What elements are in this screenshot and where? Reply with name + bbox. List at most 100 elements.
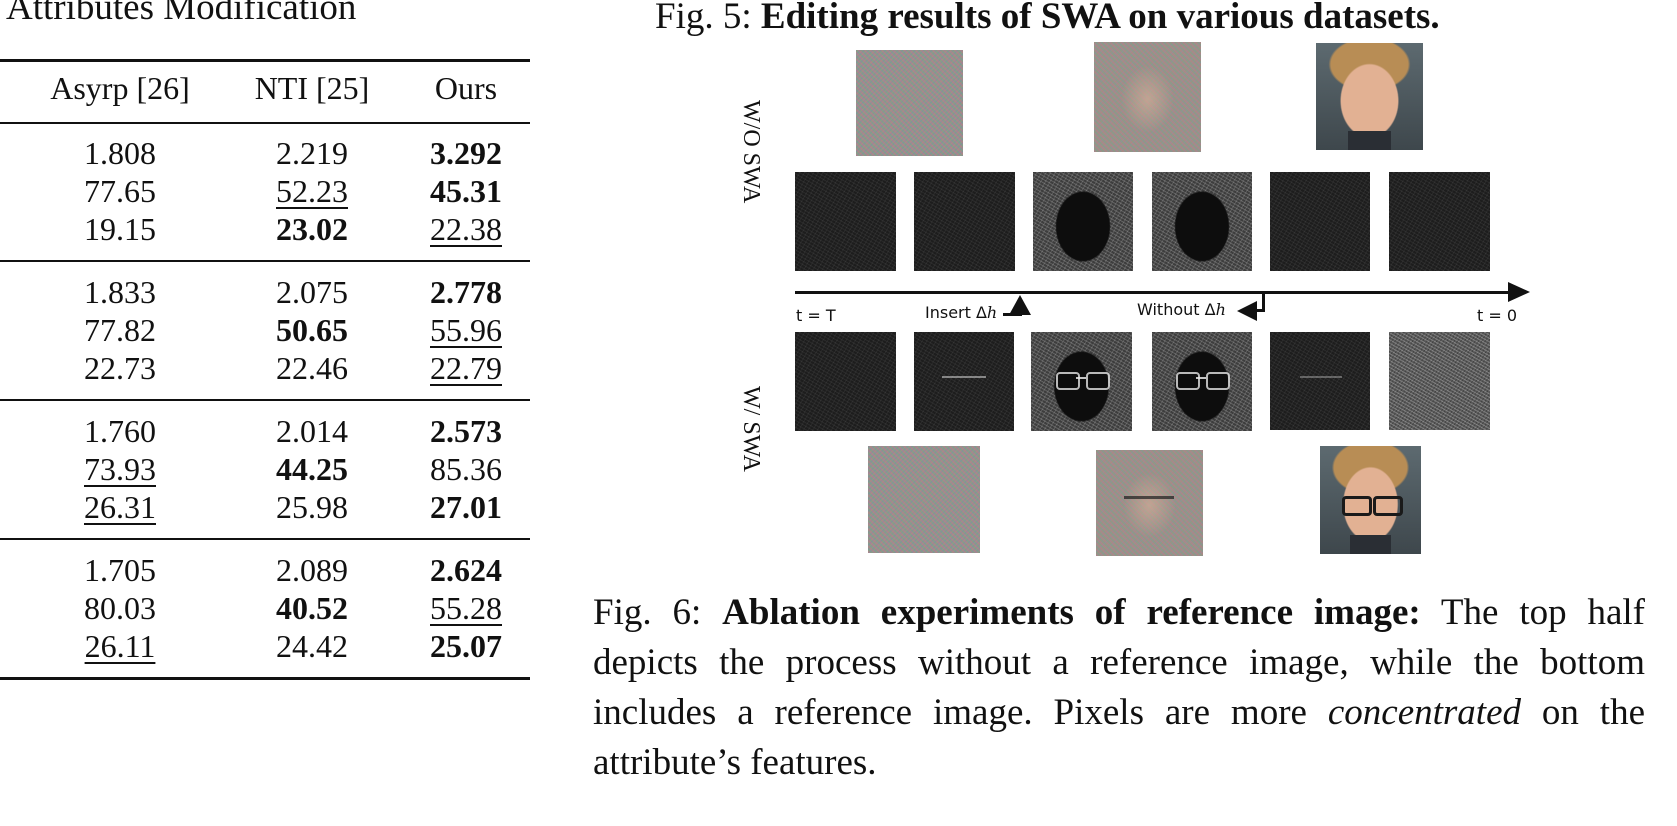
map-with-5: [1270, 332, 1370, 430]
timeline-without-symbol: h: [1215, 300, 1226, 319]
timeline-start-label: t = T: [796, 306, 836, 325]
figure-5-title: Editing results of SWA on various datase…: [760, 0, 1440, 37]
table-cell-value: 1.760: [84, 413, 156, 449]
map-with-3: [1031, 332, 1132, 431]
table-cell-value: 25.98: [276, 489, 348, 525]
table-cell-value: 2.075: [276, 274, 348, 310]
map-without-5: [1270, 172, 1370, 271]
table-top-rule: [0, 59, 530, 62]
table-cell-ours: 45.31: [386, 175, 546, 207]
table-cell-asyrp: 19.15: [40, 213, 200, 245]
table-cell-ours: 85.36: [386, 453, 546, 485]
table-cell-nti: 23.02: [232, 213, 392, 245]
label-with-swa: W/ SWA: [738, 386, 764, 472]
table-cell-asyrp: 26.11: [40, 630, 200, 662]
table-cell-value: 3.292: [430, 135, 502, 171]
table-cell-asyrp: 80.03: [40, 592, 200, 624]
without-arrow-stem: [1262, 293, 1265, 312]
table-cell-value: 22.46: [276, 350, 348, 386]
table-cell-ours: 22.79: [386, 352, 546, 384]
table-cell-nti: 50.65: [232, 314, 392, 346]
timeline-insert-text: Insert Δ: [925, 303, 987, 322]
table-cell-asyrp: 1.808: [40, 137, 200, 169]
label-without-swa: W/O SWA: [738, 100, 764, 204]
table-cell-ours: 3.292: [386, 137, 546, 169]
table-cell-value: 23.02: [276, 211, 348, 247]
face-photo-without: [1316, 43, 1423, 150]
table-cell-ours: 27.01: [386, 491, 546, 523]
table-cell-asyrp: 1.833: [40, 276, 200, 308]
without-arrow-icon: [1237, 301, 1257, 321]
table-cell-asyrp: 26.31: [40, 491, 200, 523]
noisy-face-with: [1096, 450, 1203, 556]
table-cell-asyrp: 1.705: [40, 554, 200, 586]
table-cell-ours: 2.573: [386, 415, 546, 447]
table-cell-nti: 2.075: [232, 276, 392, 308]
table-cell-value: 2.778: [430, 274, 502, 310]
table-cell-nti: 24.42: [232, 630, 392, 662]
table-cell-value: 2.219: [276, 135, 348, 171]
table-cell-value: 80.03: [84, 590, 156, 626]
map-with-4: [1152, 332, 1252, 431]
noise-image-without: [856, 50, 963, 156]
table-group-rule: [0, 538, 530, 540]
noisy-face-without: [1094, 42, 1201, 152]
table-cell-value: 73.93: [84, 451, 156, 487]
map-without-2: [914, 172, 1015, 271]
table-cell-value: 52.23: [276, 173, 348, 209]
table-cell-ours: 55.96: [386, 314, 546, 346]
table-cell-value: 24.42: [276, 628, 348, 664]
table-cell-ours: 55.28: [386, 592, 546, 624]
figure-6-caption: Fig. 6: Ablation experiments of referenc…: [593, 588, 1645, 788]
table-cell-value: 1.808: [84, 135, 156, 171]
table-cell-value: 45.31: [430, 173, 502, 209]
timeline-without-label: Without Δh: [1137, 300, 1226, 319]
timeline-insert-label: Insert Δh: [925, 303, 997, 322]
table-cell-value: 77.82: [84, 312, 156, 348]
table-cell-value: 40.52: [276, 590, 348, 626]
table-cell-asyrp: 73.93: [40, 453, 200, 485]
table-cell-value: 22.79: [430, 350, 502, 386]
table-cell-ours: 22.38: [386, 213, 546, 245]
map-with-1: [795, 332, 896, 431]
table-cell-nti: 2.219: [232, 137, 392, 169]
table-cell-value: 44.25: [276, 451, 348, 487]
table-cell-value: 1.833: [84, 274, 156, 310]
table-cell-ours: 25.07: [386, 630, 546, 662]
table-cell-value: 2.089: [276, 552, 348, 588]
table-cell-value: 2.624: [430, 552, 502, 588]
table-header-rule: [0, 122, 530, 124]
table-cell-asyrp: 77.65: [40, 175, 200, 207]
table-bottom-rule: [0, 677, 530, 680]
face-photo-with: [1320, 446, 1421, 554]
column-header-ours: Ours: [434, 70, 498, 106]
timeline-without-text: Without Δ: [1137, 300, 1216, 319]
table-cell-value: 55.96: [430, 312, 502, 348]
timeline-arrow-icon: [1508, 282, 1530, 302]
figure-5-prefix: Fig. 5:: [655, 0, 761, 37]
table-cell-value: 25.07: [430, 628, 502, 664]
map-without-4: [1152, 172, 1252, 271]
table-cell-ours: 2.624: [386, 554, 546, 586]
table-group-rule: [0, 260, 530, 262]
figure-6-caption-text-1: The top half depicts the process without…: [593, 592, 1646, 733]
map-without-6: [1389, 172, 1490, 271]
table-cell-asyrp: 1.760: [40, 415, 200, 447]
table-cell-nti: 2.089: [232, 554, 392, 586]
table-cell-value: 19.15: [84, 211, 156, 247]
map-with-6: [1389, 332, 1490, 430]
figure-6-caption-title: Ablation experiments of reference image:: [722, 592, 1421, 633]
table-cell-nti: 40.52: [232, 592, 392, 624]
insert-arrow-icon: [1009, 295, 1031, 315]
table-cell-value: 77.65: [84, 173, 156, 209]
column-header-nti: NTI [25]: [254, 70, 370, 106]
table-cell-nti: 22.46: [232, 352, 392, 384]
table-heading: Attributes Modification: [6, 0, 357, 28]
table-cell-value: 22.73: [84, 350, 156, 386]
table-group-rule: [0, 399, 530, 401]
table-cell-value: 2.573: [430, 413, 502, 449]
table-cell-value: 22.38: [430, 211, 502, 247]
table-cell-value: 27.01: [430, 489, 502, 525]
figure-6-caption-text-2: on the attribute’s features.: [593, 692, 1646, 783]
table-cell-value: 55.28: [430, 590, 502, 626]
